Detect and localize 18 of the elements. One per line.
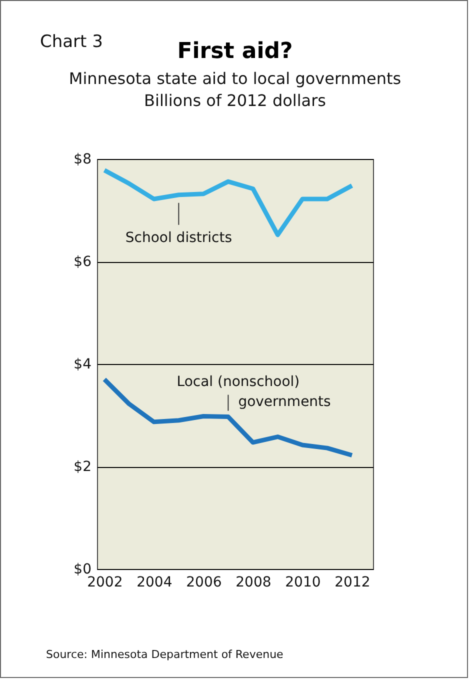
y-tick-label: $8	[74, 152, 92, 168]
y-tick-label: $0	[74, 562, 92, 578]
x-tick-label: 2002	[87, 574, 123, 590]
text: School districts	[125, 230, 232, 246]
chart-title: First aid?	[177, 39, 293, 64]
caption: Chart 3	[40, 32, 103, 52]
x-tick-label: 2006	[186, 574, 222, 590]
x-tick-label: 2012	[334, 574, 370, 590]
y-tick-label: $4	[74, 356, 92, 372]
line-series	[102, 377, 354, 458]
series-label: Local (nonschool) governments	[176, 374, 331, 410]
chart-subtitle: Minnesota state aid to local governments Billions of 2012 dollars	[68, 69, 402, 110]
y-tick-label: $6	[74, 254, 92, 270]
source-note: Source: Minnesota Department of Revenue	[46, 648, 284, 661]
x-tick-label: 2004	[136, 574, 172, 590]
y-tick-label: $2	[74, 459, 92, 475]
x-tick-label: 2010	[285, 574, 321, 590]
x-tick-label: 2008	[236, 574, 272, 590]
